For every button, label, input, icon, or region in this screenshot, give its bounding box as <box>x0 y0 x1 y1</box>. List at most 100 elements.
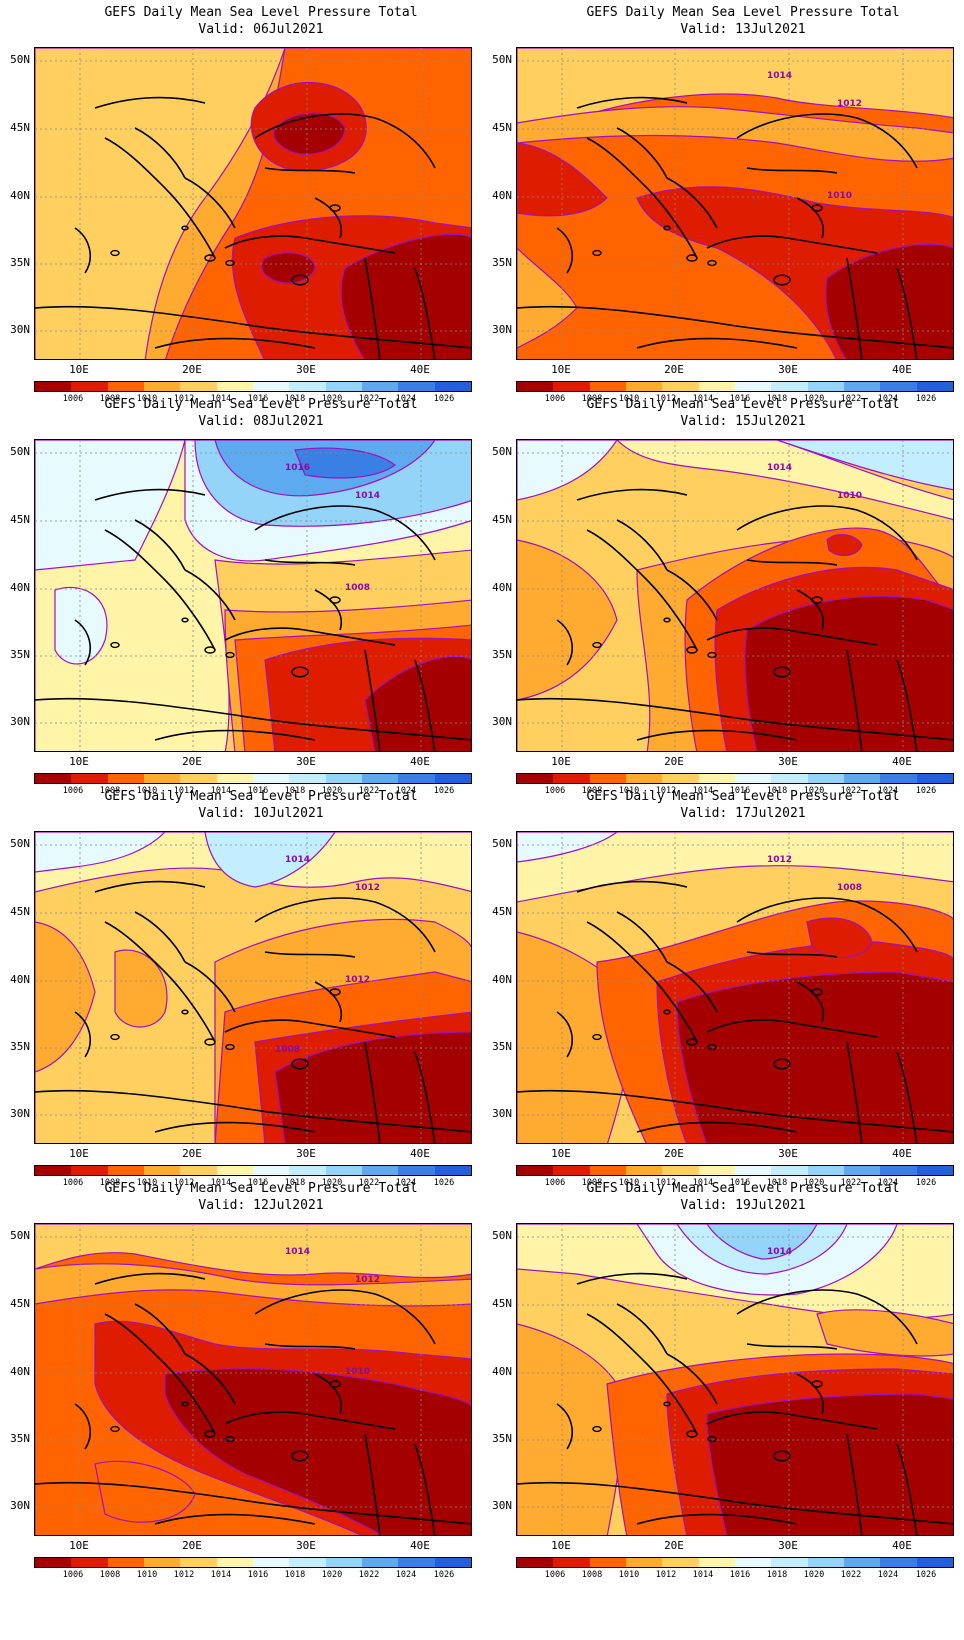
colorbar-swatch <box>589 382 626 391</box>
colorbar-swatch <box>289 1558 326 1567</box>
lat-tick: 50N <box>10 1229 30 1242</box>
lat-tick: 30N <box>10 715 30 728</box>
colorbar-swatch <box>662 774 699 783</box>
colorbar-swatch <box>143 774 181 783</box>
lat-tick: 30N <box>492 715 512 728</box>
coastline <box>35 1481 471 1525</box>
coastline <box>254 1289 436 1345</box>
contour-label: 1010 <box>837 491 862 501</box>
lat-tick: 45N <box>492 513 512 526</box>
colorbar-swatch <box>252 1558 290 1567</box>
coastline <box>586 529 698 651</box>
island <box>110 1033 120 1041</box>
panel-title: GEFS Daily Mean Sea Level Pressure Total <box>104 1181 418 1196</box>
lat-tick: 45N <box>492 905 512 918</box>
colorbar-label: 1008 <box>581 786 603 796</box>
lat-tick: 30N <box>492 1107 512 1120</box>
contour-label: 1008 <box>837 883 862 893</box>
contour-label: 1012 <box>355 1275 380 1285</box>
coastline <box>314 197 342 239</box>
lon-tick: 30E <box>296 1539 316 1552</box>
colorbar-label: 1010 <box>136 394 158 404</box>
map-panel: GEFS Daily Mean Sea Level Pressure Total… <box>0 392 482 802</box>
island <box>811 596 823 604</box>
colorbar-swatch <box>180 1166 217 1175</box>
panel-title: GEFS Daily Mean Sea Level Pressure Total <box>104 5 418 20</box>
colorbar <box>34 381 472 392</box>
contour-label: 1014 <box>355 491 380 501</box>
colorbar-swatch <box>289 774 326 783</box>
island <box>329 1380 341 1388</box>
lat-tick: 30N <box>10 1107 30 1120</box>
colorbar-label: 1018 <box>284 394 306 404</box>
coastline <box>666 961 718 1013</box>
colorbar-swatch <box>35 1558 72 1567</box>
colorbar-label: 1006 <box>62 394 84 404</box>
lon-tick: 40E <box>892 363 912 376</box>
lat-tick: 40N <box>10 973 30 986</box>
coastline <box>616 519 668 571</box>
pressure-region <box>164 1368 471 1535</box>
coastline <box>736 897 918 953</box>
lon-tick: 20E <box>182 363 202 376</box>
map-svg: 1014 1012 1012 1008 <box>35 832 471 1143</box>
colorbar-swatch <box>771 774 808 783</box>
colorbar-swatch <box>143 1558 181 1567</box>
lat-tick: 50N <box>492 53 512 66</box>
map-svg: 1012 1008 <box>517 832 953 1143</box>
lat-tick: 45N <box>492 121 512 134</box>
colorbar-swatch <box>553 1166 590 1175</box>
coastline <box>104 137 216 259</box>
colorbar-swatch <box>398 382 435 391</box>
colorbar-swatch <box>35 774 72 783</box>
colorbar-label: 1024 <box>395 394 417 404</box>
contour-label: 1016 <box>285 463 310 473</box>
colorbar-label: 1014 <box>692 1178 714 1188</box>
colorbar-swatch <box>771 382 808 391</box>
colorbar-label: 1010 <box>136 786 158 796</box>
colorbar-swatch <box>734 1558 772 1567</box>
colorbar-swatch <box>916 1166 953 1175</box>
colorbar-swatch <box>916 1558 953 1567</box>
coastline <box>414 659 436 751</box>
island <box>707 651 717 659</box>
coastline <box>104 1313 216 1435</box>
pressure-region <box>517 440 618 501</box>
coastline <box>746 167 838 174</box>
coastline <box>224 1411 396 1430</box>
colorbar-swatch <box>662 1166 699 1175</box>
contour-label: 1014 <box>285 855 310 865</box>
pressure-map: 1014 1012 1010 <box>516 47 954 360</box>
island <box>181 1009 189 1015</box>
colorbar-swatch <box>361 1166 399 1175</box>
coastline <box>556 1403 573 1450</box>
panel-title: GEFS Daily Mean Sea Level Pressure Total <box>586 5 900 20</box>
map-panel: GEFS Daily Mean Sea Level Pressure Total… <box>482 784 964 1194</box>
pressure-region <box>294 447 397 479</box>
coastline <box>706 627 878 646</box>
coastline <box>134 519 186 571</box>
colorbar-swatch <box>553 1558 590 1567</box>
valid-date: Valid: 19Jul2021 <box>680 1198 806 1213</box>
pressure-map: 1016 1014 1008 <box>34 439 472 752</box>
lon-tick: 10E <box>69 1147 89 1160</box>
colorbar-swatch <box>252 1166 290 1175</box>
coastline <box>224 1019 396 1038</box>
colorbar-label: 1006 <box>62 786 84 796</box>
colorbar-label: 1026 <box>915 1570 937 1580</box>
pressure-map: 1014 <box>516 1223 954 1536</box>
island <box>773 1450 791 1462</box>
colorbar-swatch <box>843 382 881 391</box>
coastline <box>666 569 718 621</box>
coastline <box>576 880 688 893</box>
colorbar-label: 1018 <box>766 394 788 404</box>
colorbar <box>516 773 954 784</box>
colorbar-swatch <box>517 382 554 391</box>
lat-tick: 35N <box>492 648 512 661</box>
colorbar-swatch <box>398 1558 435 1567</box>
colorbar-swatch <box>625 1166 663 1175</box>
coastline <box>846 1433 863 1535</box>
colorbar-swatch <box>252 382 290 391</box>
pressure-region <box>35 921 96 1073</box>
colorbar-label: 1006 <box>544 1570 566 1580</box>
